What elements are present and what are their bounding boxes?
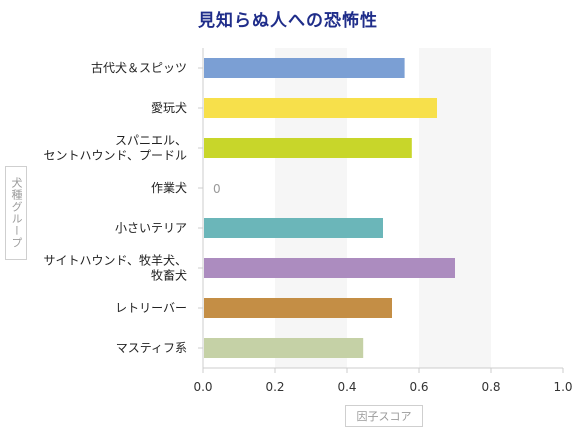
x-tick-label: 0.0: [193, 380, 212, 394]
grid-band-1: [419, 48, 491, 368]
x-tick-label: 0.8: [481, 380, 500, 394]
grid-band-0: [275, 48, 347, 368]
category-label: 小さいテリア: [115, 221, 187, 235]
bar: [204, 218, 383, 238]
bar: [204, 338, 364, 358]
category-label: 古代犬＆スピッツ: [91, 60, 187, 75]
x-tick-labels: 0.0 0.2 0.4 0.6 0.8 1.0: [193, 380, 572, 394]
category-label: スパニエル、: [115, 134, 187, 148]
x-tick-label: 1.0: [553, 380, 572, 394]
x-axis-title: 因子スコア: [356, 410, 412, 423]
bars: 0: [204, 58, 455, 358]
chart-title: 見知らぬ人への恐怖性: [198, 11, 378, 31]
x-tick-label: 0.2: [265, 380, 284, 394]
y-axis-title-box: 犬種グループ: [5, 166, 27, 260]
bar-value-label: 0: [213, 182, 221, 196]
category-label: 作業犬: [151, 181, 187, 195]
bar: [204, 138, 412, 158]
x-tick-label: 0.6: [409, 380, 428, 394]
bar: [204, 58, 405, 78]
category-label: レトリーバー: [115, 301, 187, 315]
category-label: 牧畜犬: [151, 268, 187, 283]
category-label: サイトハウンド、牧羊犬、: [43, 253, 187, 268]
axes: [198, 48, 564, 373]
category-labels: 古代犬＆スピッツ愛玩犬スパニエル、セントハウンド、プードル作業犬小さいテリアサイ…: [43, 60, 187, 355]
grid-bands: [275, 48, 491, 368]
y-axis-title: 犬種グループ: [10, 177, 23, 249]
category-label: 愛玩犬: [151, 101, 187, 115]
bar: [204, 258, 455, 278]
bar: [204, 298, 392, 318]
x-tick-label: 0.4: [337, 380, 356, 394]
bar: [204, 98, 437, 118]
x-axis-title-box: 因子スコア: [345, 405, 423, 427]
category-label: マスティフ系: [116, 341, 187, 355]
category-label: セントハウンド、プードル: [43, 149, 187, 163]
